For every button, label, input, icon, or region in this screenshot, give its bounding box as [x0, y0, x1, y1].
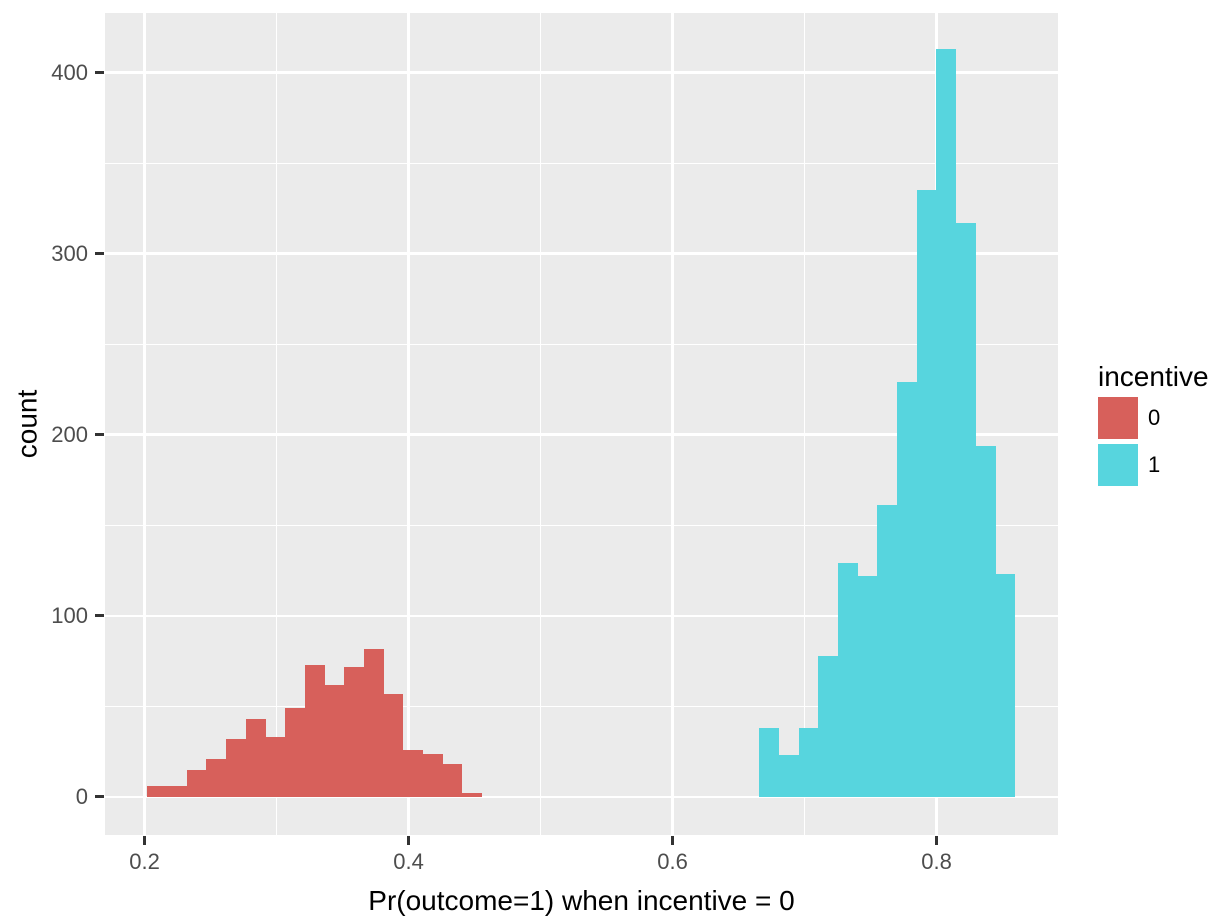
histogram-bar-series1-bin6: [877, 505, 898, 797]
y-tick-label: 200: [51, 421, 88, 447]
histogram-bar-series0-bin0: [147, 786, 168, 797]
major-gridline-y: [105, 252, 1058, 256]
y-tick-label: 400: [51, 59, 88, 85]
histogram-bar-series0-bin12: [383, 693, 404, 797]
histogram-bar-series0-bin16: [461, 793, 482, 797]
histogram-bar-series1-bin9: [936, 49, 957, 797]
legend-swatch-1: [1098, 444, 1138, 486]
y-tick-label: 100: [51, 602, 88, 628]
histogram-bar-series1-bin0: [759, 728, 780, 797]
y-tick-mark: [95, 433, 104, 437]
minor-gridline-y: [105, 343, 1058, 346]
minor-gridline-x: [803, 13, 806, 835]
histogram-bar-series1-bin11: [975, 445, 996, 797]
x-tick-mark: [143, 836, 147, 845]
histogram-bar-series1-bin3: [818, 655, 839, 797]
histogram-bar-series0-bin9: [324, 684, 345, 797]
minor-gridline-x: [539, 13, 542, 835]
x-tick-label: 0.4: [393, 849, 424, 874]
histogram-bar-series1-bin2: [798, 728, 819, 797]
legend-key-1: 1: [1098, 444, 1228, 486]
major-gridline-x: [143, 13, 146, 835]
histogram-bar-series0-bin3: [206, 758, 227, 797]
histogram-bar-series1-bin8: [916, 190, 937, 797]
major-gridline-y: [105, 795, 1058, 799]
x-tick-mark: [407, 836, 411, 845]
legend-title: incentive: [1098, 361, 1209, 392]
legend-label-1: 1: [1148, 452, 1161, 477]
histogram-bar-series0-bin7: [284, 708, 305, 797]
x-tick-mark: [935, 836, 939, 845]
histogram-bar-series0-bin1: [166, 786, 187, 797]
histogram-bar-series0-bin10: [343, 666, 364, 797]
histogram-bar-series0-bin2: [186, 769, 207, 797]
x-axis-title: Pr(outcome=1) when incentive = 0: [368, 885, 795, 916]
histogram-bar-series0-bin8: [304, 664, 325, 797]
histogram-bar-series0-bin5: [245, 719, 266, 797]
y-tick-mark: [95, 252, 104, 256]
major-gridline-y: [105, 433, 1058, 437]
histogram-bar-series0-bin4: [225, 739, 246, 797]
histogram-bar-series1-bin1: [778, 755, 800, 797]
histogram-bar-series0-bin14: [422, 753, 443, 797]
legend-label-0: 0: [1148, 405, 1161, 430]
x-tick-mark: [671, 836, 675, 845]
histogram-bar-series0-bin13: [402, 749, 423, 797]
y-tick-label: 300: [51, 240, 88, 266]
major-gridline-y: [105, 71, 1058, 75]
plot-panel: [105, 13, 1058, 835]
histogram-bar-series0-bin15: [442, 764, 463, 797]
minor-gridline-x: [275, 13, 278, 835]
y-tick-mark: [95, 71, 104, 75]
major-gridline-y: [105, 614, 1058, 618]
minor-gridline-y: [105, 162, 1058, 165]
x-tick-label: 0.2: [129, 849, 160, 874]
minor-gridline-y: [105, 524, 1058, 527]
histogram-bar-series1-bin12: [995, 574, 1016, 797]
histogram-bar-series0-bin6: [265, 737, 286, 797]
minor-gridline-y: [105, 705, 1058, 708]
histogram-bar-series1-bin5: [857, 576, 878, 797]
legend-key-0: 0: [1098, 397, 1228, 439]
y-tick-label: 0: [75, 783, 88, 809]
y-axis-title: count: [11, 389, 43, 459]
histogram-bar-series1-bin7: [896, 382, 918, 797]
y-tick-mark: [95, 614, 104, 618]
histogram-bar-series0-bin11: [363, 648, 384, 797]
y-tick-mark: [95, 795, 104, 799]
histogram-bar-series1-bin4: [837, 563, 859, 797]
x-tick-label: 0.8: [921, 849, 952, 874]
legend-swatch-0: [1098, 397, 1138, 439]
major-gridline-x: [671, 13, 674, 835]
histogram-bar-series1-bin10: [955, 223, 977, 797]
major-gridline-x: [407, 13, 410, 835]
x-tick-label: 0.6: [657, 849, 688, 874]
